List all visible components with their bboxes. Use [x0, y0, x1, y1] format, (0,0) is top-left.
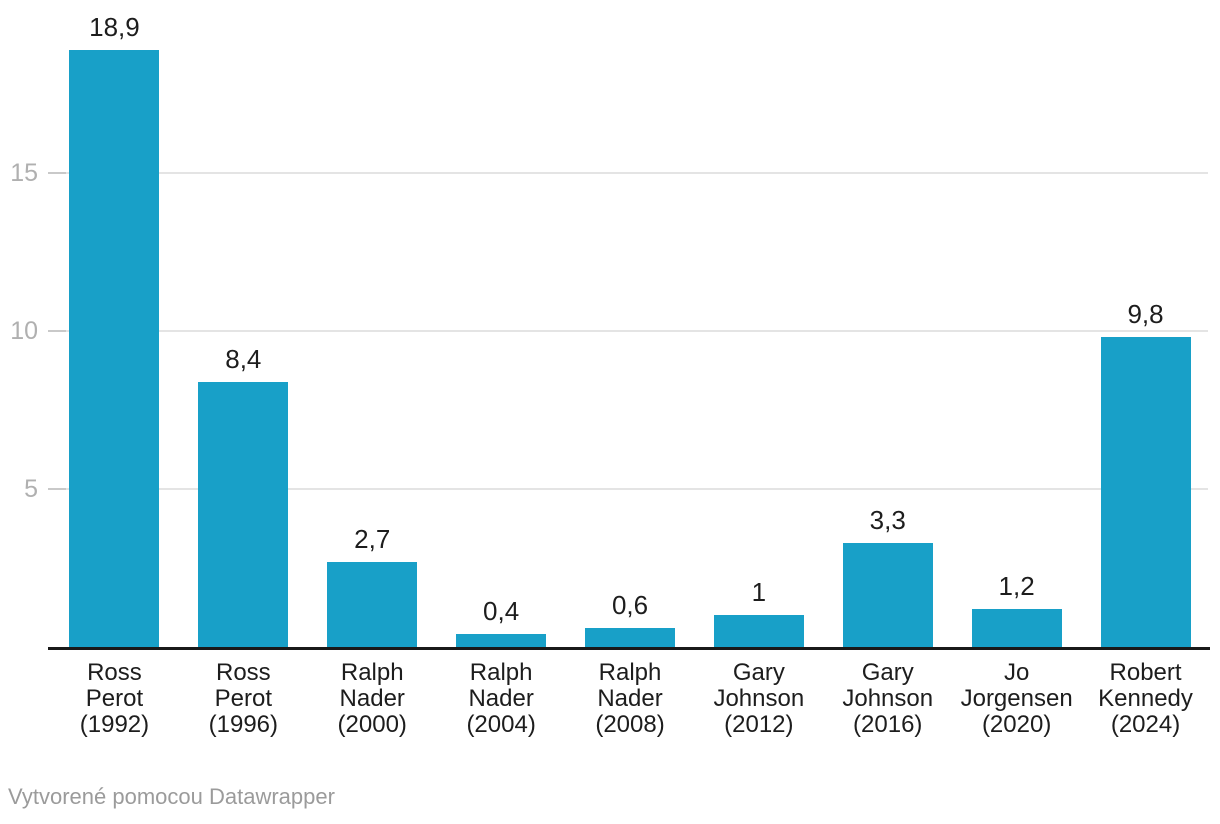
y-tick: [48, 172, 66, 174]
bar: [198, 381, 289, 647]
category-label-line: (2016): [853, 711, 923, 738]
bar: [713, 615, 804, 647]
category-label-line: (1992): [79, 711, 150, 738]
chart-footer: Vytvorené pomocou Datawrapper: [8, 783, 335, 811]
bar: [327, 561, 418, 647]
category-label-line: (2004): [466, 711, 536, 738]
category-label: Robert Kennedy (2024): [1081, 660, 1210, 738]
category-label-line: Perot: [85, 685, 144, 712]
bar-value-label: 18,9: [89, 11, 140, 42]
y-tick: [48, 488, 66, 490]
category-label-line: Johnson: [713, 685, 805, 712]
category-label: Ross Perot (1992): [50, 660, 179, 738]
category-label-line: Johnson: [842, 685, 934, 712]
y-gridline: [48, 330, 1208, 332]
attribution-text: Vytvorené pomocou: [8, 784, 203, 809]
y-gridline: [48, 172, 1208, 174]
y-gridline: [48, 488, 1208, 490]
bar-value-label: 1: [751, 577, 767, 608]
category-label: Ross Perot (1996): [179, 660, 308, 738]
category-label-line: (2000): [337, 711, 407, 738]
bar-value-label: 9,8: [1127, 299, 1164, 330]
category-label-line: Perot: [214, 685, 273, 712]
bar-value-label: 0,6: [611, 590, 649, 620]
category-label-line: Kennedy: [1098, 685, 1193, 712]
category-label-line: Nader: [468, 685, 534, 712]
bar: [842, 542, 933, 647]
category-label-line: Gary: [732, 659, 785, 686]
category-label-line: (1996): [208, 711, 279, 738]
bar: [1100, 337, 1191, 647]
category-label-line: Ross: [215, 659, 271, 686]
bar: [971, 609, 1062, 647]
category-label-line: (2020): [981, 711, 1052, 738]
bar: [69, 49, 160, 647]
bar: [456, 634, 547, 647]
category-label: Gary Johnson (2012): [694, 660, 823, 738]
category-label: Jo Jorgensen (2020): [952, 660, 1081, 738]
category-label-line: Nader: [597, 685, 663, 712]
category-label-line: Ross: [87, 659, 142, 686]
category-label: Gary Johnson (2016): [823, 660, 952, 738]
category-label-line: Nader: [339, 685, 405, 712]
x-axis-line: [48, 647, 1210, 650]
category-label-line: Ralph: [598, 659, 662, 686]
category-label-line: (2024): [1110, 711, 1181, 738]
category-label-line: Gary: [861, 659, 914, 686]
category-label-line: Ralph: [469, 659, 533, 686]
bar-value-label: 8,4: [225, 343, 262, 374]
category-label-line: Jo: [1003, 659, 1030, 686]
bar-value-label: 3,3: [869, 504, 906, 535]
category-label: Ralph Nader (2008): [566, 660, 695, 738]
bar-value-label: 1,2: [998, 571, 1035, 602]
category-label: Ralph Nader (2000): [308, 660, 437, 738]
bar-value-label: 0,4: [483, 596, 520, 627]
category-label-line: (2008): [595, 711, 665, 738]
bar: [585, 628, 675, 647]
category-label-line: (2012): [724, 711, 794, 738]
category-label-line: Jorgensen: [960, 685, 1073, 712]
category-label-line: Robert: [1109, 659, 1182, 686]
category-label-line: Ralph: [340, 659, 404, 686]
y-tick: [48, 330, 66, 332]
y-axis-tick-label: 5: [24, 475, 38, 503]
bar-value-label: 2,7: [354, 523, 391, 554]
datawrapper-attribution-link[interactable]: Datawrapper: [208, 784, 335, 809]
y-axis-tick-label: 10: [10, 317, 38, 345]
category-label: Ralph Nader (2004): [437, 660, 566, 738]
y-axis-tick-label: 15: [10, 159, 38, 187]
